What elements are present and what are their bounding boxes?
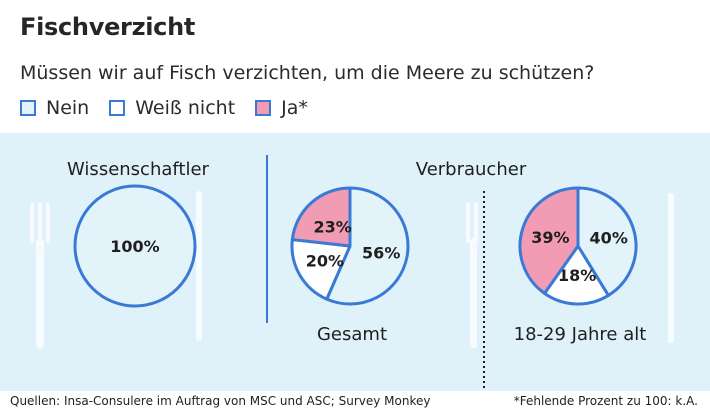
group-header-wissenschaftler: Wissenschaftler <box>67 159 210 180</box>
pie-label-18-29-jahre-alt-2: 39% <box>531 228 569 247</box>
chart-band: Wissenschaftler Verbraucher Gesamt 18-29… <box>0 133 710 391</box>
pie-caption-gesamt: Gesamt <box>317 324 387 345</box>
pie-slice-18-29-jahre-alt-wei-nicht <box>543 244 610 306</box>
legend-swatch-weiss-nicht <box>109 100 126 116</box>
fork-mid-tine <box>474 203 478 243</box>
pie-label-wissenschaftler-0: 100% <box>110 237 159 256</box>
pie-label-18-29-jahre-alt-0: 40% <box>590 228 628 247</box>
knife-right-icon <box>668 193 674 343</box>
legend: Nein Weiß nicht Ja* <box>20 97 328 119</box>
legend-swatch-nein <box>20 100 36 116</box>
pie-label-gesamt-2: 23% <box>313 218 351 237</box>
page-title: Fischverzicht <box>20 13 196 41</box>
knife-left-icon <box>196 191 202 341</box>
pie-label-18-29-jahre-alt-1: 18% <box>558 266 596 285</box>
pie-caption-18-29: 18-29 Jahre alt <box>514 324 647 345</box>
pies: 100% 56% 20% 23% 40% 18% 39% <box>73 184 638 308</box>
fork-left-tine-2 <box>46 203 50 243</box>
cutlery-decoration <box>30 191 674 348</box>
pie-label-gesamt-1: 20% <box>306 252 344 271</box>
fork-left-tine <box>38 203 42 243</box>
footnote: *Fehlende Prozent zu 100: k.A. <box>513 394 698 408</box>
legend-item-nein: Nein <box>20 97 89 119</box>
fork-left-handle <box>36 238 44 348</box>
legend-label-weiss-nicht: Weiß nicht <box>135 97 236 119</box>
legend-item-weiss-nicht: Weiß nicht <box>109 97 235 119</box>
pie-slice-gesamt-wei-nicht <box>290 238 352 301</box>
fork-mid-handle <box>470 238 477 348</box>
pie-charts-svg: Wissenschaftler Verbraucher Gesamt 18-29… <box>30 155 674 391</box>
fork-mid-icon <box>466 203 470 243</box>
legend-label-nein: Nein <box>46 97 90 119</box>
pie-slice-gesamt-ja <box>290 186 352 248</box>
pie-label-gesamt-0: 56% <box>362 244 400 263</box>
group-header-verbraucher: Verbraucher <box>416 159 527 180</box>
pie-slice-18-29-jahre-alt-ja <box>518 186 580 295</box>
pie-slice-wissenschaftler-nein <box>73 184 197 308</box>
source-note: Quellen: Insa-Consulere im Auftrag von M… <box>10 394 431 408</box>
legend-label-ja: Ja* <box>281 97 308 119</box>
pie-slice-gesamt-nein <box>325 186 410 306</box>
fork-left-icon <box>30 203 34 243</box>
survey-question: Müssen wir auf Fisch verzichten, um die … <box>20 62 595 84</box>
legend-item-ja: Ja* <box>255 97 308 119</box>
legend-swatch-ja <box>255 100 272 116</box>
